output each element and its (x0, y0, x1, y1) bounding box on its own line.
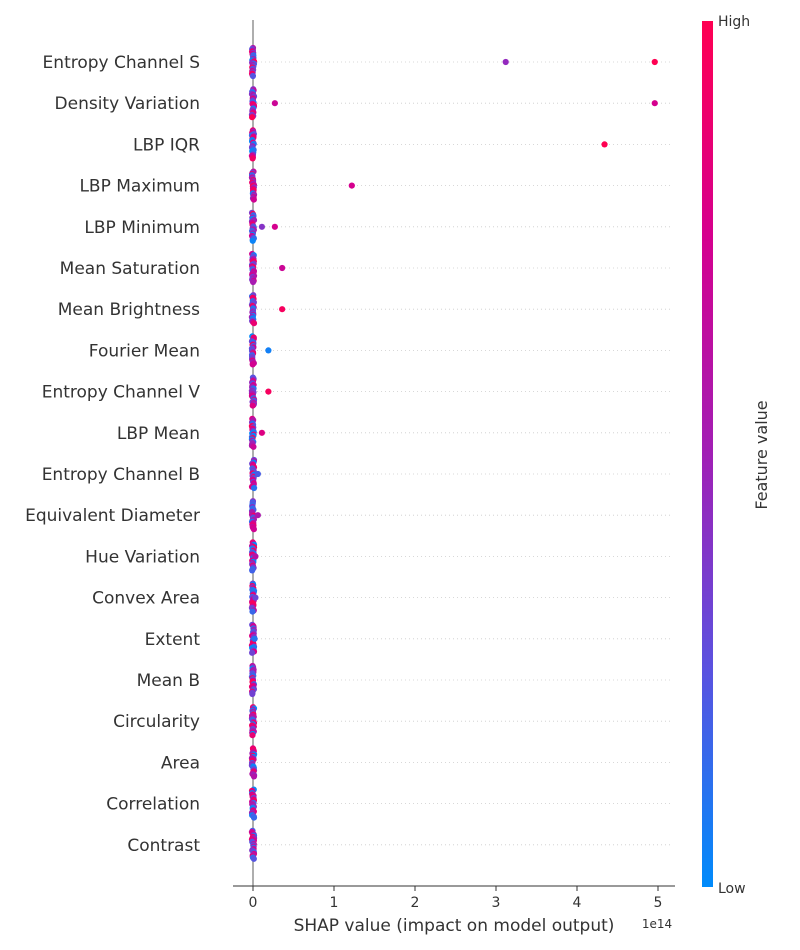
feature-labels: Entropy Channel S Density Variation LBP IQ… (25, 53, 200, 856)
points (248, 44, 658, 862)
shap-point (250, 773, 258, 780)
shap-point (250, 814, 258, 821)
shap-point (250, 443, 257, 450)
shap-point (249, 608, 256, 615)
feature-label: LBP Mean (117, 424, 200, 444)
shap-point-outlier (279, 306, 286, 313)
shap-point-outlier (252, 594, 259, 601)
shap-point-outlier (502, 58, 509, 66)
shap-point (250, 196, 257, 203)
shap-point (249, 732, 256, 739)
x-tick-label: 5 (654, 895, 663, 911)
grid-lines (253, 61, 672, 846)
shap-point (250, 526, 257, 533)
x-tick-label: 0 (249, 895, 258, 911)
colorbar-high-label: High (718, 14, 750, 30)
shap-point (249, 361, 256, 368)
x-axis: 0 1 2 3 4 5 (233, 885, 675, 911)
shap-point (249, 155, 256, 162)
shap-point-outlier (271, 100, 278, 107)
shap-point-outlier (265, 347, 272, 354)
shap-point-outlier (601, 141, 608, 148)
shap-point (250, 855, 257, 862)
feature-label: Density Variation (55, 94, 200, 114)
feature-label: Hue Variation (85, 547, 200, 567)
colorbar (702, 21, 713, 887)
shap-point-outlier (279, 264, 286, 272)
shap-point-outlier (271, 223, 278, 230)
shap-point (249, 402, 256, 409)
shap-point (249, 72, 257, 80)
shap-point-outlier (251, 635, 258, 642)
shap-point (249, 237, 256, 244)
feature-label: Fourier Mean (89, 341, 200, 361)
shap-point-outlier (651, 100, 658, 107)
x-axis-title: SHAP value (impact on model output) (294, 916, 615, 936)
shap-point-outlier (651, 58, 658, 66)
feature-label: Mean B (137, 671, 200, 691)
feature-label: LBP IQR (133, 135, 200, 155)
shap-point-outlier (258, 429, 266, 436)
feature-label: Area (161, 753, 200, 773)
shap-point (249, 690, 256, 698)
shap-point (250, 320, 258, 327)
colorbar-title: Feature value (752, 400, 771, 509)
x-axis-exponent: 1e14 (642, 917, 672, 931)
shap-point-outlier (348, 182, 355, 189)
shap-point-outlier (252, 553, 259, 560)
feature-label: Convex Area (92, 589, 200, 609)
feature-label: Equivalent Diameter (25, 506, 200, 526)
shap-point (248, 114, 256, 121)
shap-point-outlier (265, 388, 272, 395)
feature-label: Extent (145, 630, 201, 650)
shap-point (250, 484, 258, 492)
x-tick-label: 2 (411, 895, 420, 911)
feature-label: Entropy Channel V (42, 383, 201, 403)
feature-label: LBP Maximum (79, 177, 200, 197)
feature-label: Contrast (127, 836, 200, 856)
shap-point-outlier (254, 512, 261, 519)
feature-label: Circularity (113, 712, 200, 732)
feature-label: Entropy Channel S (43, 53, 200, 73)
x-tick-label: 3 (492, 895, 501, 911)
feature-label: Correlation (106, 795, 200, 815)
x-tick-label: 4 (573, 895, 582, 911)
shap-point-outlier (258, 223, 266, 230)
shap-point (249, 278, 257, 286)
feature-label: LBP Minimum (84, 218, 200, 238)
feature-label: Entropy Channel B (42, 465, 200, 485)
shap-point-outlier (254, 470, 261, 478)
shap-point (249, 649, 256, 656)
colorbar-low-label: Low (718, 881, 746, 897)
feature-label: Mean Saturation (60, 259, 200, 279)
shap-point (249, 567, 256, 574)
x-tick-label: 1 (330, 895, 339, 911)
feature-label: Mean Brightness (58, 300, 200, 320)
